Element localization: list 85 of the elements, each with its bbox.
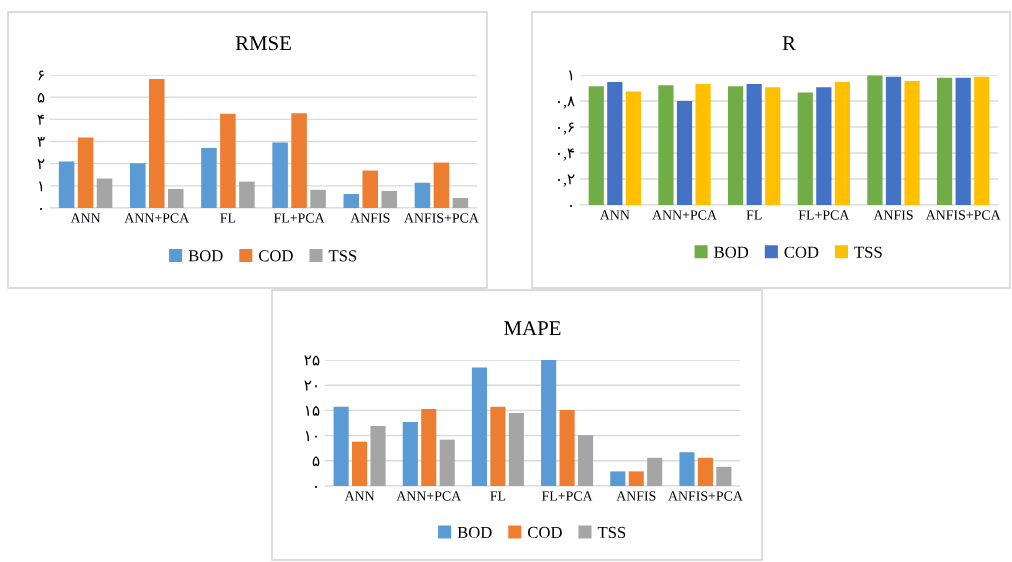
- x-tick-label: ANFIS: [616, 491, 656, 501]
- bar: [697, 457, 713, 486]
- x-tick-label: FL+PCA: [541, 491, 593, 501]
- y-tick-label: ۲۰: [304, 380, 317, 391]
- x-tick-label: FL: [490, 491, 506, 501]
- y-tick-label: ۰,۶: [558, 122, 574, 135]
- x-tick-label: ANN+PCA: [124, 213, 190, 223]
- x-tick-label: ANFIS: [350, 213, 390, 223]
- y-tick-label: ۵: [37, 92, 45, 103]
- bar: [220, 113, 236, 208]
- bar: [58, 161, 75, 208]
- bar: [490, 406, 506, 486]
- bar: [370, 426, 386, 486]
- y-tick-label: ۶: [38, 70, 44, 81]
- y-tick-label: ۰: [315, 486, 317, 488]
- x-tick-label: ANFIS: [873, 210, 913, 220]
- chart-title: R: [782, 36, 796, 50]
- y-tick-label: ۱۰: [305, 431, 317, 441]
- bar: [647, 457, 663, 486]
- y-tick-label: ۰: [40, 208, 42, 210]
- y-tick-label: ۰: [570, 205, 572, 207]
- legend-label: COD: [784, 246, 819, 258]
- x-tick-label: ANN: [70, 213, 101, 223]
- y-tick-label: ۳: [37, 137, 45, 147]
- bar: [508, 412, 524, 486]
- x-tick-label: ANN+PCA: [396, 491, 462, 501]
- bar: [679, 452, 695, 486]
- bar: [541, 360, 557, 486]
- y-tick-label: ۲: [37, 159, 45, 169]
- x-tick-label: FL: [746, 210, 762, 220]
- x-tick-label: ANN: [344, 491, 375, 501]
- bar: [272, 142, 288, 208]
- bar: [96, 178, 113, 208]
- bar: [343, 194, 360, 208]
- bar: [439, 439, 455, 486]
- chart-title: MAPE: [504, 321, 561, 335]
- x-tick-label: FL+PCA: [273, 213, 325, 223]
- bar: [333, 406, 349, 486]
- y-tick-label: ۱: [39, 181, 43, 192]
- bar: [352, 441, 368, 486]
- bar: [716, 466, 732, 486]
- chart-title: RMSE: [235, 36, 291, 51]
- x-tick-label: ANN+PCA: [652, 210, 717, 220]
- y-tick-label: ۰,۲: [558, 174, 575, 187]
- y-tick-label: ۲۵: [304, 355, 320, 366]
- legend-label: COD: [527, 526, 562, 539]
- x-tick-label: FL: [220, 213, 236, 223]
- bar: [201, 147, 217, 208]
- legend-label: TSS: [597, 526, 626, 539]
- bar: [381, 190, 398, 208]
- legend-label: BOD: [457, 526, 492, 539]
- x-tick-label: ANFIS+PCA: [668, 491, 743, 501]
- bar: [310, 189, 326, 208]
- legend-label: TSS: [328, 250, 357, 262]
- y-tick-label: ۰,۸: [558, 96, 575, 109]
- x-tick-label: FL+PCA: [798, 210, 850, 220]
- bar: [129, 163, 146, 208]
- bar: [471, 367, 488, 486]
- bar: [167, 188, 184, 208]
- bar: [239, 181, 255, 208]
- y-tick-label: ۱۵: [305, 405, 320, 416]
- bar: [421, 408, 437, 486]
- bar: [452, 198, 469, 208]
- x-tick-label: ANFIS+PCA: [404, 213, 479, 223]
- bar: [577, 435, 594, 486]
- bar: [414, 182, 431, 208]
- bar: [77, 137, 94, 208]
- bar: [402, 421, 418, 486]
- y-tick-label: ۴: [37, 114, 45, 125]
- x-tick-label: ANFIS+PCA: [925, 210, 1001, 220]
- y-tick-label: ۰,۴: [558, 148, 575, 161]
- bar: [362, 170, 379, 208]
- bar: [291, 113, 307, 208]
- bar: [610, 471, 626, 486]
- bar: [628, 471, 644, 486]
- bar: [433, 162, 450, 208]
- legend-label: TSS: [854, 246, 882, 258]
- x-tick-label: ANN: [599, 210, 630, 220]
- legend-label: BOD: [188, 250, 223, 262]
- legend-label: COD: [258, 250, 293, 262]
- bar: [559, 409, 575, 486]
- bar: [148, 78, 165, 208]
- legend-label: BOD: [714, 246, 749, 258]
- y-tick-label: ۵: [312, 456, 320, 467]
- y-tick-label: ۱: [569, 70, 573, 81]
